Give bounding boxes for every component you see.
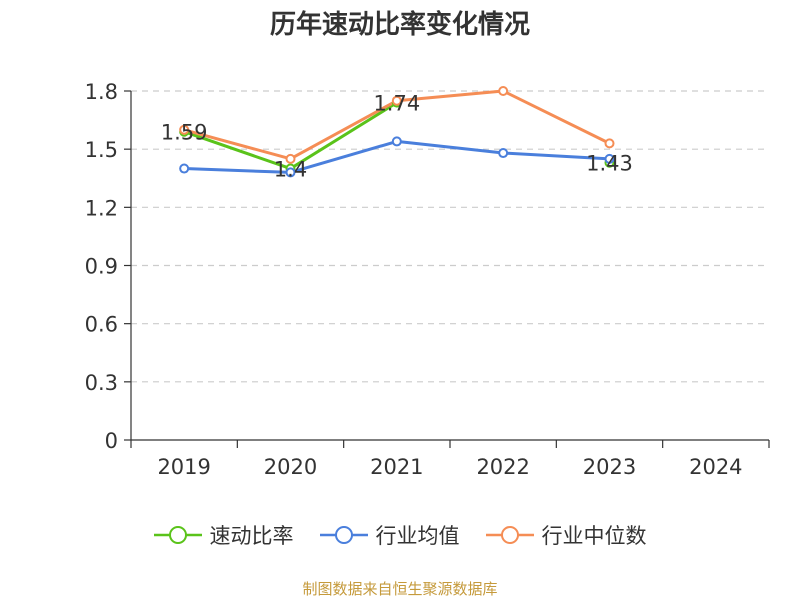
data-point: [391, 95, 402, 106]
legend-item[interactable]: 速动比率: [153, 520, 294, 550]
legend-swatch-icon: [319, 526, 368, 544]
data-point: [285, 167, 296, 178]
data-label: 1.4: [274, 158, 307, 182]
y-tick-label: 0.6: [85, 313, 118, 337]
legend-item[interactable]: 行业中位数: [485, 520, 647, 550]
data-point: [285, 153, 296, 164]
y-tick-label: 1.5: [85, 138, 118, 162]
y-tick-label: 0.9: [85, 255, 118, 279]
series-lines: [179, 86, 615, 178]
data-point: [604, 138, 615, 149]
legend: 速动比率 行业均值 行业中位数: [0, 520, 800, 550]
data-point: [604, 153, 615, 164]
data-label: 1.74: [373, 92, 420, 116]
data-label: 1.59: [161, 121, 208, 145]
data-labels: 1.59 1.4 1.74 1.43: [161, 92, 633, 182]
y-tick-label: 1.8: [85, 80, 118, 104]
legend-label: 行业均值: [375, 524, 460, 548]
y-tick-label: 0.3: [85, 371, 118, 395]
legend-swatch-icon: [153, 526, 202, 544]
x-tick-label: 2020: [264, 455, 317, 479]
data-point: [179, 124, 190, 135]
axes: 0 0.3 0.6 0.9 1.2 1.5 1.8 2019 2020 2021 2022 2023 2…: [85, 80, 770, 479]
data-point: [498, 86, 509, 96]
x-tick-label: 2019: [157, 455, 210, 479]
chart-title: 历年速动比率变化情况: [269, 10, 530, 40]
legend-item[interactable]: 行业均值: [319, 520, 460, 550]
source-note: 制图数据来自恒生聚源数据库: [302, 580, 498, 598]
x-tick-label: 2024: [689, 455, 742, 479]
y-tick-label: 1.2: [85, 196, 118, 220]
legend-label: 行业中位数: [541, 524, 647, 548]
data-point: [391, 136, 402, 147]
y-tick-label: 0: [105, 429, 118, 453]
x-tick-label: 2022: [476, 455, 529, 479]
grid-lines: [131, 90, 769, 383]
data-label: 1.43: [586, 152, 633, 176]
x-tick-label: 2023: [583, 455, 636, 479]
data-point: [498, 148, 509, 159]
data-point: [179, 163, 190, 174]
legend-label: 速动比率: [209, 524, 294, 548]
legend-swatch-icon: [485, 526, 534, 544]
x-tick-label: 2021: [370, 455, 423, 479]
